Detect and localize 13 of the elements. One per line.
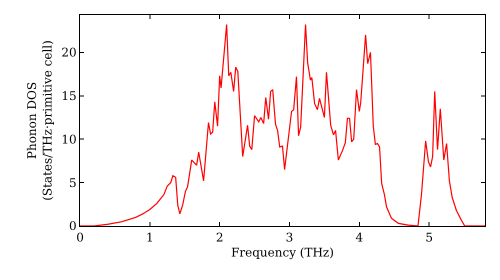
y-tick-label: 20 <box>61 46 77 60</box>
x-tick-label: 4 <box>355 230 364 244</box>
x-tick-label: 5 <box>425 230 433 244</box>
x-tick-label: 2 <box>216 230 224 244</box>
x-axis-title: Frequency (THz) <box>231 245 334 260</box>
y-tick-label: 5 <box>68 176 77 190</box>
y-axis-title: Phonon DOS (States/THz·primitive cell) <box>25 40 55 201</box>
x-tick-label: 3 <box>286 230 294 244</box>
y-tick-label: 0 <box>68 219 77 234</box>
y-tick-label: 15 <box>61 88 77 103</box>
y-tick-label: 10 <box>61 132 77 146</box>
line-series <box>80 24 485 226</box>
x-tick-label: 1 <box>146 230 154 244</box>
